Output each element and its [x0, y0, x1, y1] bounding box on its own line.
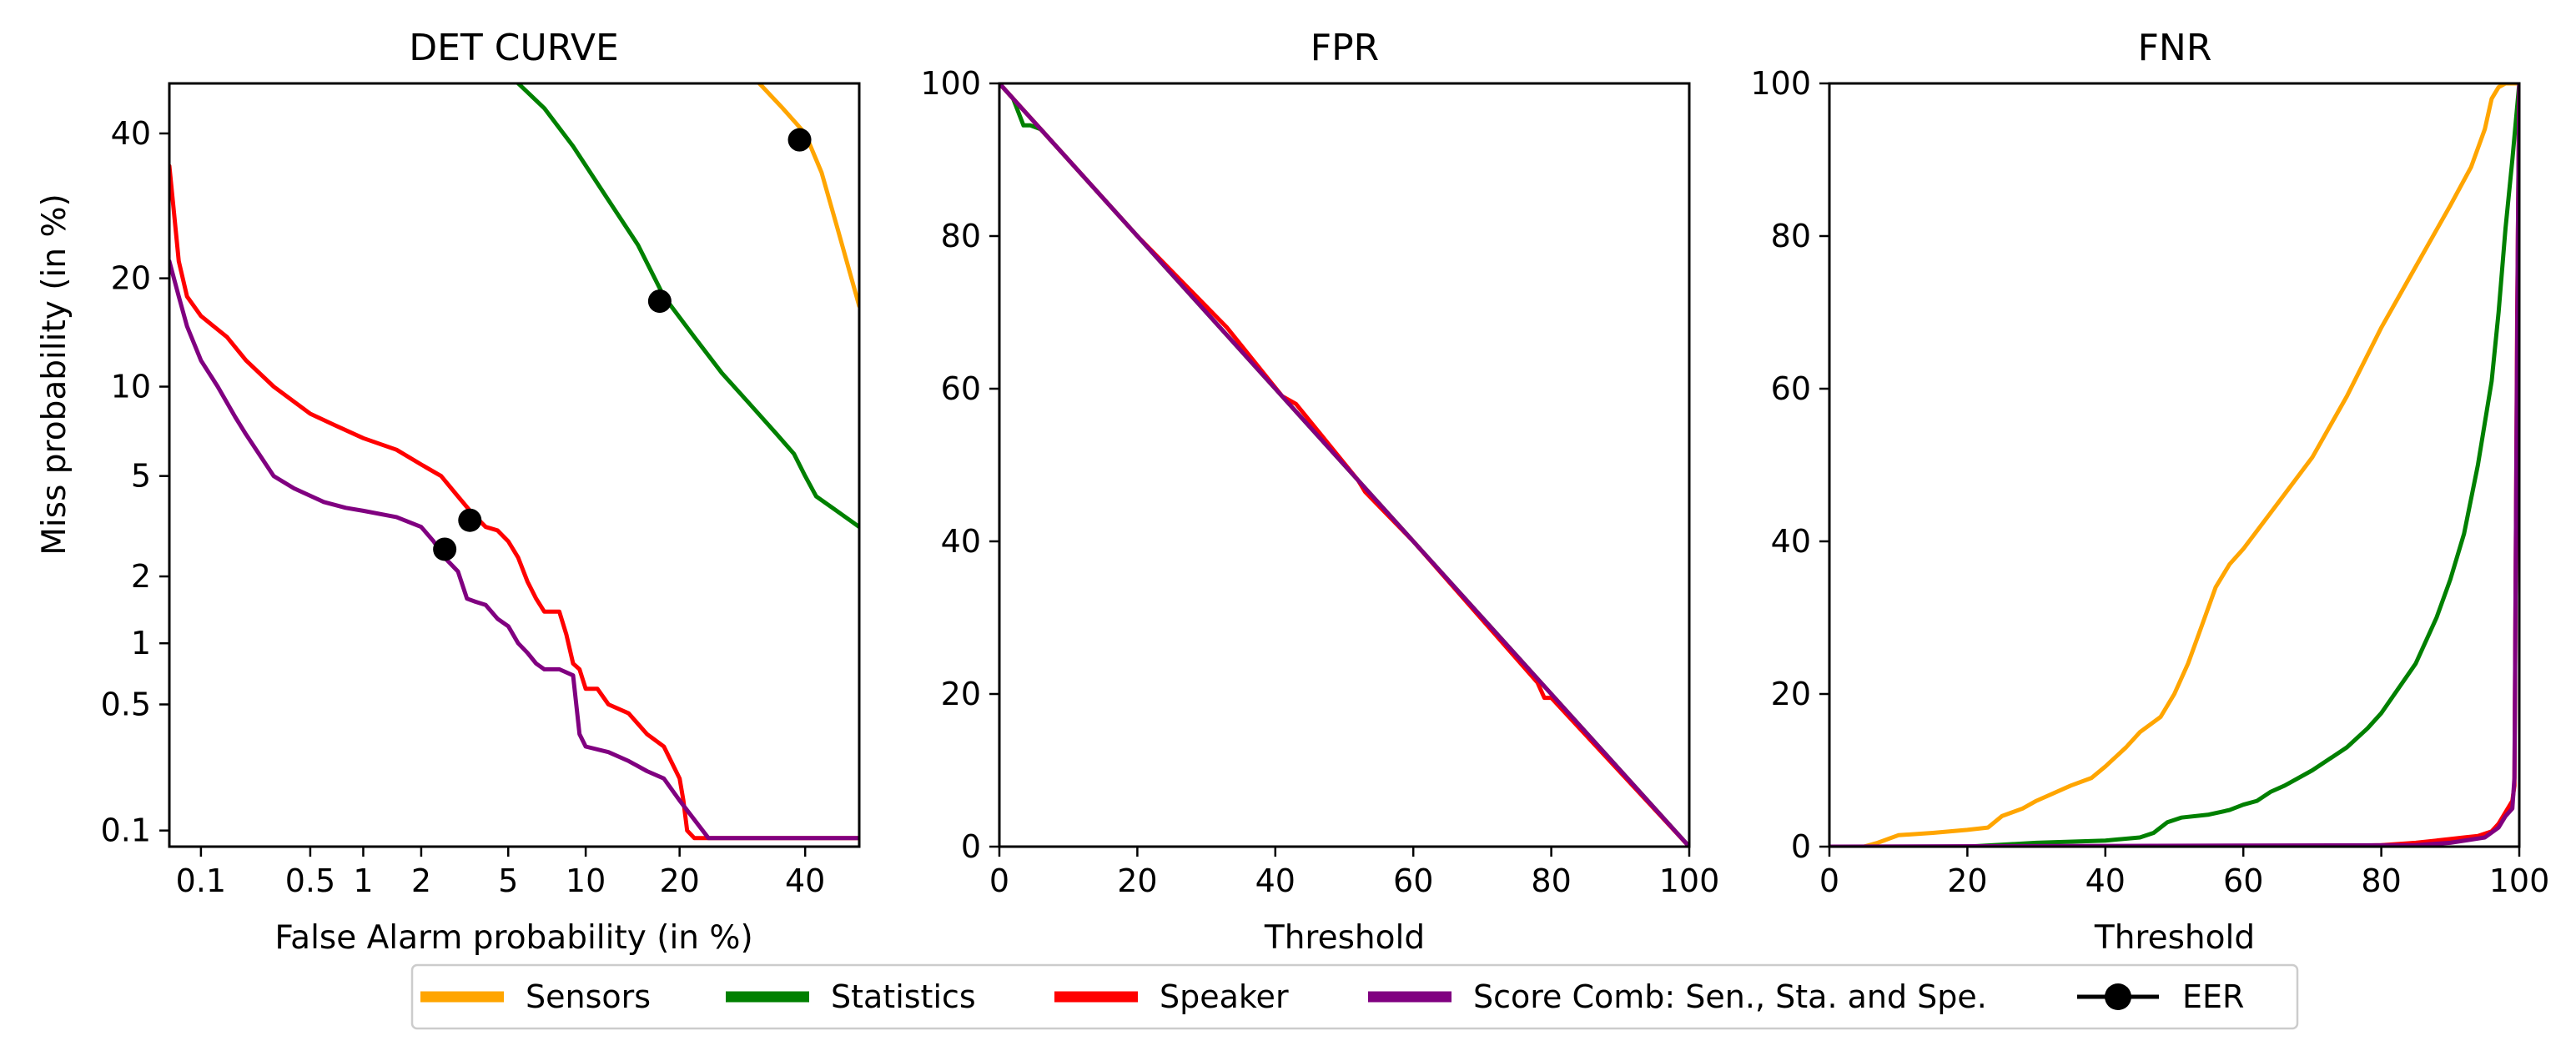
det-eer-point-2 [458, 508, 482, 532]
legend-swatch-eer-marker [2105, 983, 2131, 1010]
fpr-title: FPR [1311, 27, 1379, 69]
fnr-series-layer [1829, 83, 2519, 847]
legend-label-statistics: Statistics [831, 978, 976, 1015]
fpr-xtick-label-4: 80 [1531, 862, 1571, 899]
det-ytick-label-6: 20 [111, 260, 151, 297]
fpr-series-scorecomb [999, 83, 1689, 847]
det-ytick-label-0: 0.1 [101, 812, 151, 849]
legend-label-speaker: Speaker [1160, 978, 1289, 1015]
legend-label-eer: EER [2182, 978, 2244, 1015]
fnr-xtick-label-1: 20 [1947, 862, 1987, 899]
legend-label-scorecomb: Score Comb: Sen., Sta. and Spe. [1473, 978, 1987, 1015]
fnr-series-speaker [1829, 83, 2519, 847]
fnr-xtick-label-0: 0 [1819, 862, 1839, 899]
det-xtick-label-4: 5 [498, 862, 518, 899]
fnr-series-scorecomb [1829, 83, 2519, 847]
fpr-ytick-label-4: 80 [941, 218, 981, 254]
legend-item-eer: EER [2077, 978, 2244, 1015]
fpr-ytick-label-1: 20 [941, 676, 981, 712]
fpr-xtick-label-5: 100 [1659, 862, 1720, 899]
det-series-sensors [757, 83, 859, 309]
det-ytick-label-7: 40 [111, 115, 151, 152]
det-xtick-label-1: 0.5 [285, 862, 335, 899]
fpr-xtick-label-1: 20 [1117, 862, 1157, 899]
det-xtick-label-7: 40 [785, 862, 825, 899]
fpr-xtick-label-3: 60 [1393, 862, 1433, 899]
det-ytick-label-3: 2 [131, 558, 151, 595]
det-ylabel: Miss probability (in %) [36, 194, 73, 555]
legend-item-scorecomb: Score Comb: Sen., Sta. and Spe. [1368, 978, 1987, 1015]
fpr-ytick-label-3: 60 [941, 370, 981, 407]
fpr-panel: FPR Threshold 0 20 40 60 80 100 0 20 40 60 80 100 [920, 27, 1719, 957]
det-xtick-label-0: 0.1 [176, 862, 226, 899]
fnr-ytick-label-4: 80 [1771, 218, 1811, 254]
det-xtick-label-2: 1 [353, 862, 373, 899]
det-series-scorecomb [169, 259, 859, 841]
det-ytick-label-4: 5 [131, 458, 151, 495]
fpr-xtick-label-2: 40 [1255, 862, 1296, 899]
det-series-layer [169, 83, 859, 841]
det-eer-point-3 [433, 537, 457, 561]
legend-item-sensors: Sensors [420, 978, 651, 1015]
fpr-ytick-label-0: 0 [961, 828, 981, 865]
det-eer-point-0 [787, 128, 812, 152]
fnr-xtick-label-4: 80 [2361, 862, 2401, 899]
fpr-series-layer [999, 83, 1689, 847]
fpr-ytick-label-2: 40 [941, 523, 981, 560]
det-ytick-label-2: 1 [131, 625, 151, 661]
legend-label-sensors: Sensors [526, 978, 651, 1015]
fpr-xtick-label-0: 0 [989, 862, 1009, 899]
fnr-series-sensors [1829, 83, 2519, 847]
fpr-xlabel: Threshold [1264, 919, 1425, 957]
det-eer-point-1 [647, 289, 672, 314]
det-tick-layer: 0.1 0.5 1 2 5 10 20 40 0.1 0.5 1 2 5 10 20 40 [101, 115, 826, 899]
fnr-frame [1828, 82, 2521, 848]
fpr-frame [998, 82, 1691, 848]
legend-item-statistics: Statistics [726, 978, 976, 1015]
det-xtick-label-6: 20 [659, 862, 699, 899]
det-title: DET CURVE [409, 27, 619, 69]
legend-item-speaker: Speaker [1054, 978, 1289, 1015]
det-ytick-label-1: 0.5 [101, 686, 151, 723]
det-series-statistics [516, 83, 859, 530]
fnr-xtick-label-3: 60 [2223, 862, 2263, 899]
fnr-ytick-label-5: 100 [1750, 65, 1811, 102]
fnr-xtick-label-5: 100 [2489, 862, 2550, 899]
fnr-xlabel: Threshold [2094, 919, 2255, 957]
fnr-xtick-label-2: 40 [2085, 862, 2126, 899]
det-xtick-label-5: 10 [566, 862, 606, 899]
det-panel: DET CURVE False Alarm probability (in %)… [36, 27, 861, 957]
fnr-panel: FNR Threshold 0 20 40 60 80 100 0 20 40 60 80 100 [1750, 27, 2549, 957]
fpr-ytick-label-5: 100 [920, 65, 981, 102]
fnr-ytick-label-1: 20 [1771, 676, 1811, 712]
det-frame [168, 82, 861, 848]
fnr-ytick-label-0: 0 [1791, 828, 1811, 865]
det-series-speaker [169, 163, 859, 841]
det-ytick-label-5: 10 [111, 369, 151, 405]
fnr-tick-layer: 0 20 40 60 80 100 0 20 40 60 80 100 [1750, 65, 2549, 899]
det-xlabel: False Alarm probability (in %) [274, 919, 752, 957]
fpr-tick-layer: 0 20 40 60 80 100 0 20 40 60 80 100 [920, 65, 1719, 899]
fnr-title: FNR [2138, 27, 2212, 69]
fnr-ytick-label-3: 60 [1771, 370, 1811, 407]
fnr-series-statistics [1829, 83, 2519, 847]
legend: Sensors Statistics Speaker Score Comb: S… [410, 963, 2299, 1030]
det-xtick-label-3: 2 [411, 862, 431, 899]
legend-frame [410, 963, 2299, 1030]
fnr-ytick-label-2: 40 [1771, 523, 1811, 560]
det-eer-layer [433, 128, 812, 561]
